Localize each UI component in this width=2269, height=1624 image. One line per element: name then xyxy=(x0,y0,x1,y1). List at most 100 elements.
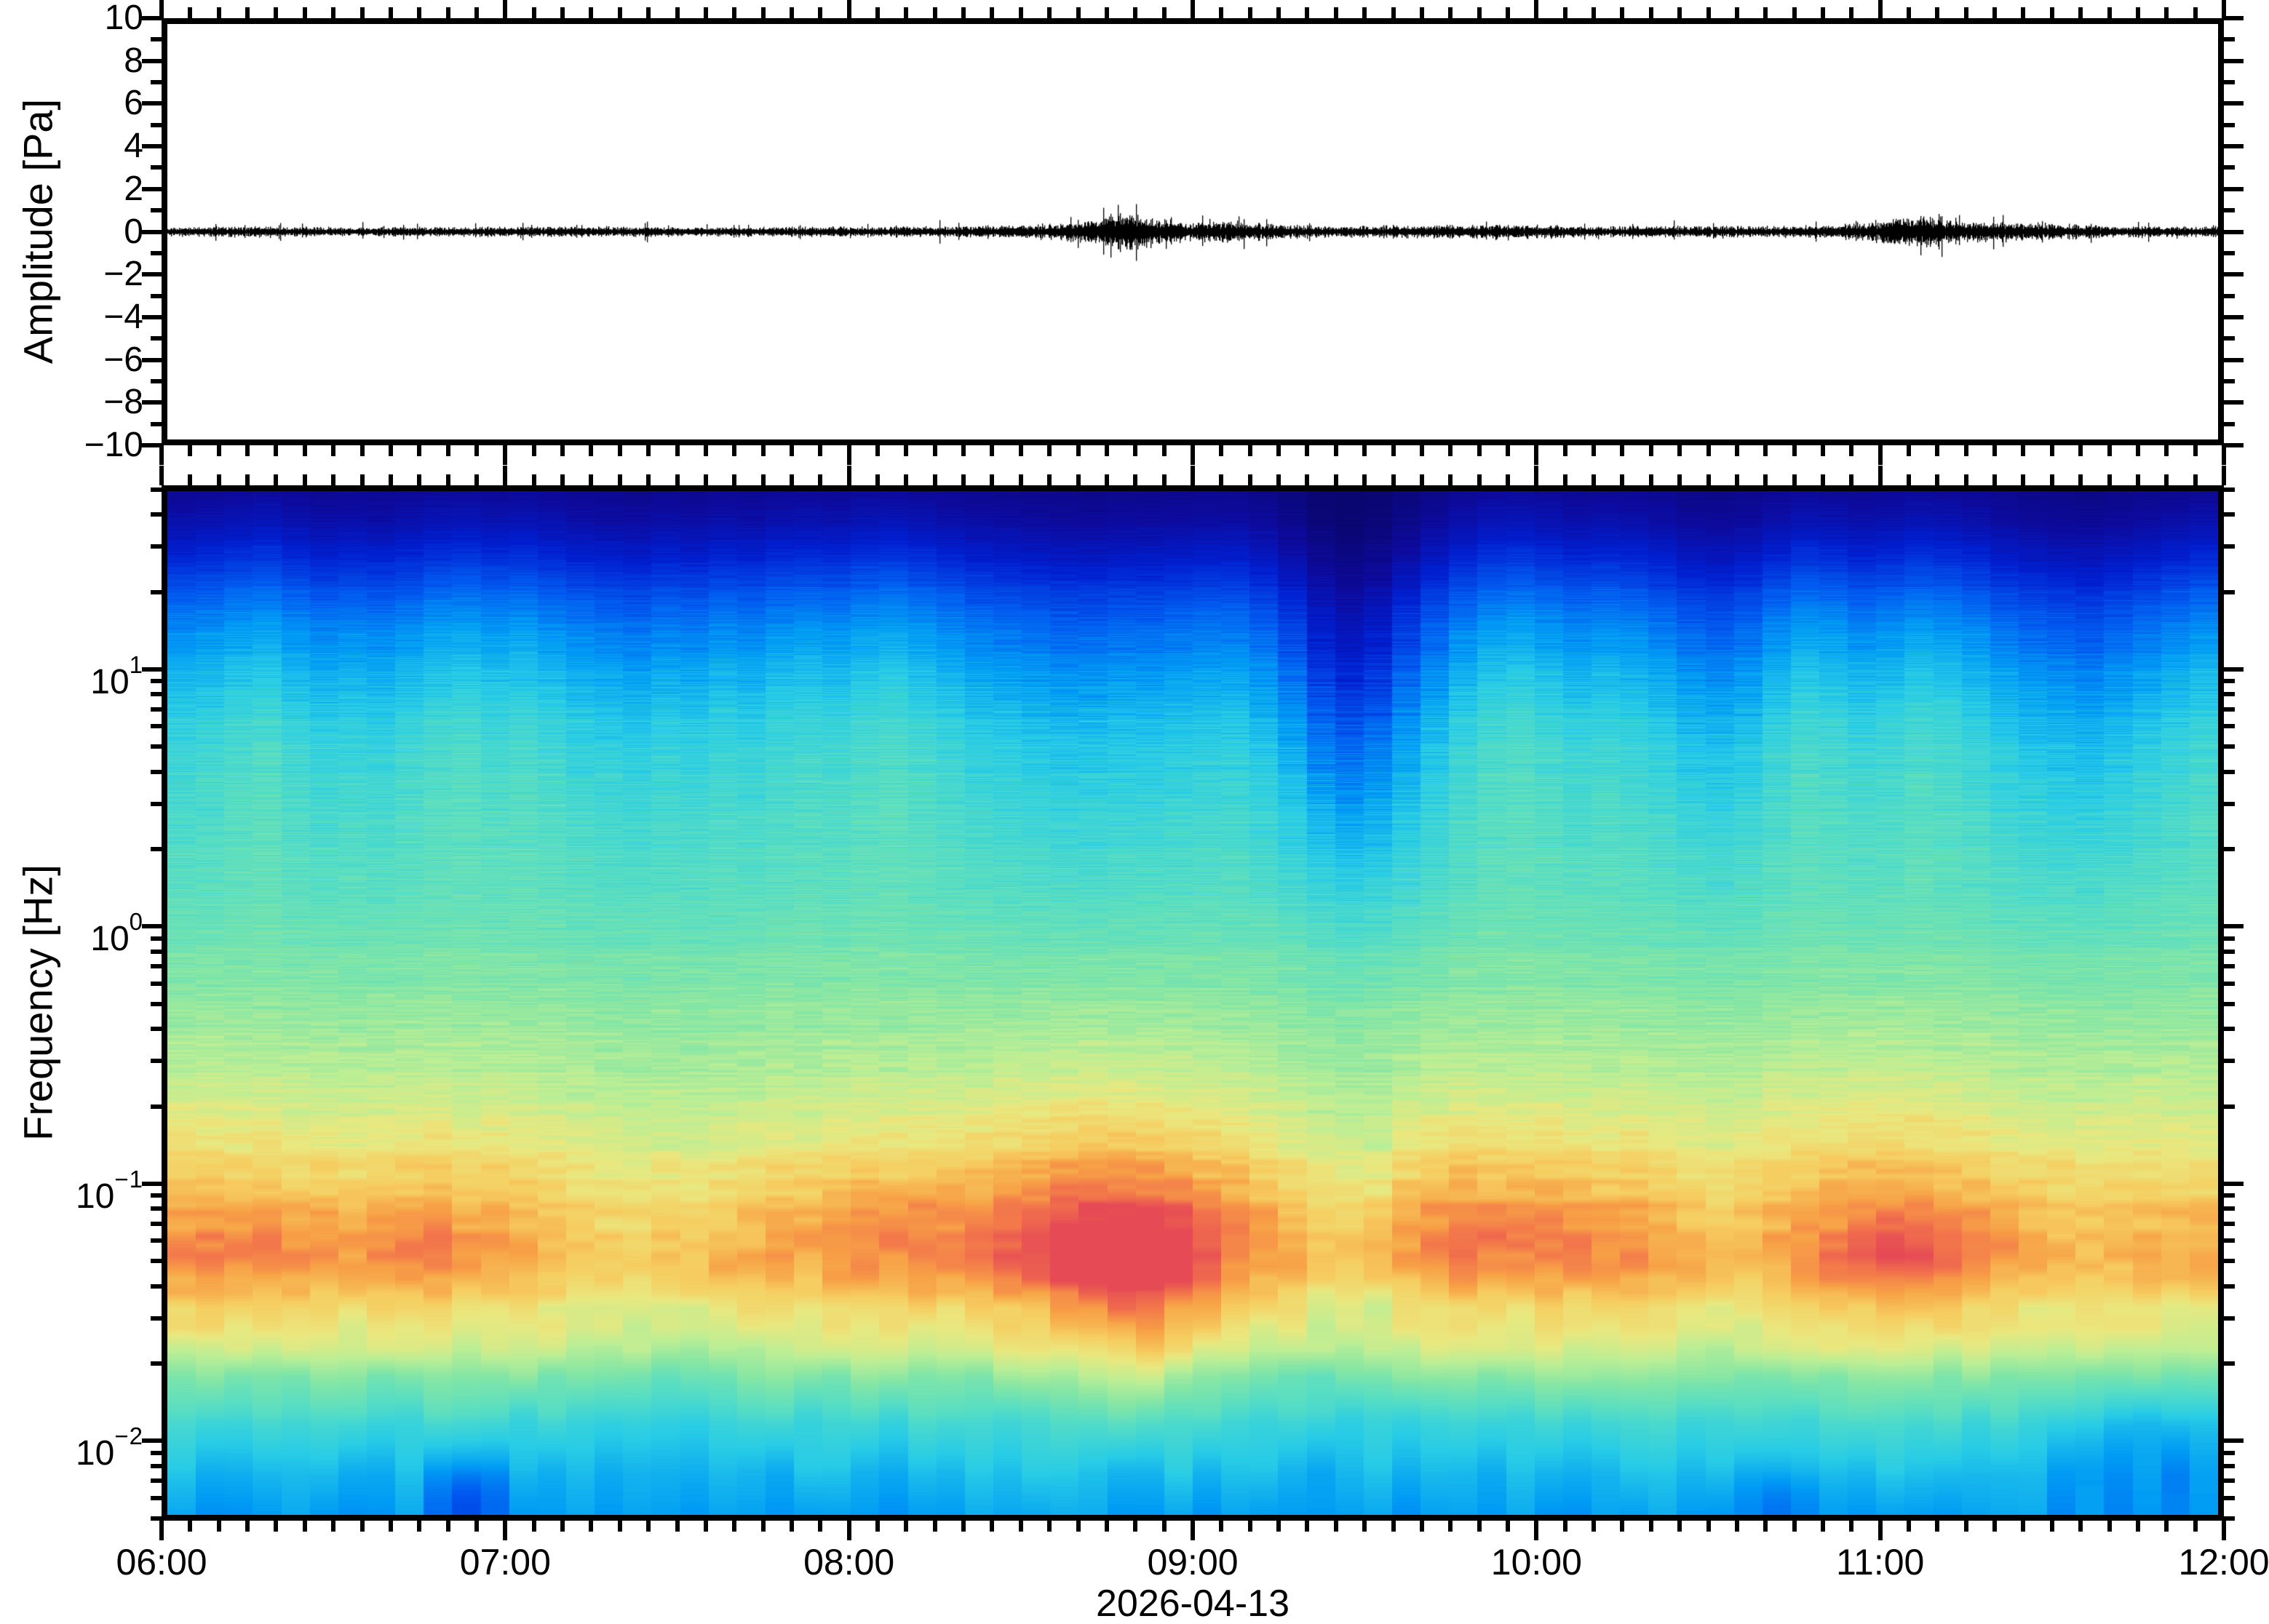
hour-tick-label: 12:00 xyxy=(2178,1542,2269,1583)
axis-tick xyxy=(789,1521,794,1532)
axis-tick xyxy=(151,1238,162,1243)
axis-tick xyxy=(142,314,162,319)
axis-tick xyxy=(151,1315,162,1321)
axis-tick xyxy=(1734,445,1739,456)
axis-tick xyxy=(142,16,162,20)
axis-tick xyxy=(151,1516,162,1521)
axis-tick xyxy=(760,474,766,485)
axis-tick xyxy=(1191,445,1195,465)
axis-tick xyxy=(1247,445,1252,456)
amplitude-tick-label: 4 xyxy=(124,127,143,166)
axis-tick xyxy=(1534,445,1539,465)
axis-tick xyxy=(2164,7,2169,18)
axis-tick xyxy=(1877,466,1883,485)
axis-tick xyxy=(2193,445,2198,456)
axis-tick xyxy=(846,445,851,465)
axis-tick xyxy=(1592,474,1597,485)
axis-tick xyxy=(159,0,164,18)
axis-tick xyxy=(1133,7,1138,18)
axis-tick xyxy=(904,1521,909,1532)
axis-tick xyxy=(818,474,823,485)
axis-tick xyxy=(1419,474,1424,485)
axis-tick xyxy=(846,1521,851,1540)
axis-tick xyxy=(732,7,737,18)
axis-tick xyxy=(2224,706,2235,712)
axis-tick xyxy=(151,1193,162,1198)
axis-tick xyxy=(331,7,336,18)
axis-tick xyxy=(1419,1521,1424,1532)
axis-tick xyxy=(1076,1521,1081,1532)
axis-tick xyxy=(1076,474,1081,485)
axis-tick xyxy=(151,487,162,492)
axis-tick xyxy=(2224,924,2244,929)
axis-tick xyxy=(445,7,450,18)
axis-tick xyxy=(151,936,162,941)
axis-tick xyxy=(1333,1521,1338,1532)
axis-tick xyxy=(151,724,162,729)
axis-tick xyxy=(151,1259,162,1264)
axis-tick xyxy=(961,474,966,485)
axis-tick xyxy=(875,1521,881,1532)
axis-tick xyxy=(245,1521,250,1532)
axis-tick xyxy=(1448,7,1453,18)
axis-tick xyxy=(2078,1521,2083,1532)
axis-tick xyxy=(2222,0,2226,18)
axis-tick xyxy=(2222,445,2226,465)
axis-tick xyxy=(388,445,393,456)
axis-tick xyxy=(1391,7,1396,18)
axis-tick xyxy=(1362,1521,1367,1532)
axis-tick xyxy=(302,7,307,18)
axis-tick xyxy=(151,1478,162,1484)
axis-tick xyxy=(2193,1521,2198,1532)
axis-tick xyxy=(1047,445,1052,456)
axis-tick xyxy=(2078,445,2083,456)
axis-tick xyxy=(1219,7,1224,18)
axis-tick xyxy=(1820,474,1825,485)
axis-tick xyxy=(1592,7,1597,18)
axis-tick xyxy=(1247,1521,1252,1532)
axis-tick xyxy=(932,1521,937,1532)
axis-tick xyxy=(1161,474,1167,485)
axis-tick xyxy=(302,474,307,485)
axis-tick xyxy=(417,474,422,485)
axis-tick xyxy=(151,421,162,426)
axis-tick xyxy=(2021,474,2026,485)
axis-tick xyxy=(151,250,162,255)
axis-tick xyxy=(1792,1521,1797,1532)
axis-tick xyxy=(1191,1521,1195,1540)
axis-tick xyxy=(1820,1521,1825,1532)
axis-tick xyxy=(2224,847,2235,852)
axis-tick xyxy=(2224,1001,2235,1006)
axis-tick xyxy=(1333,474,1338,485)
axis-tick xyxy=(388,1521,393,1532)
axis-tick xyxy=(388,7,393,18)
axis-tick xyxy=(875,445,881,456)
axis-tick xyxy=(2224,1221,2235,1226)
axis-tick xyxy=(1305,1521,1310,1532)
date-label: 2026-04-13 xyxy=(1096,1583,1290,1624)
axis-tick xyxy=(503,466,508,485)
axis-tick xyxy=(151,1206,162,1211)
axis-tick xyxy=(1763,445,1768,456)
axis-tick xyxy=(1133,1521,1138,1532)
axis-tick xyxy=(142,400,162,405)
axis-tick xyxy=(417,445,422,456)
axis-tick xyxy=(151,1059,162,1064)
axis-tick xyxy=(159,466,164,485)
axis-tick xyxy=(2164,445,2169,456)
frequency-tick-label: 10−2 xyxy=(75,1422,143,1473)
axis-tick xyxy=(1877,0,1883,18)
axis-tick xyxy=(2224,1516,2235,1521)
axis-tick xyxy=(1018,445,1023,456)
axis-tick xyxy=(1562,1521,1567,1532)
axis-tick xyxy=(151,1027,162,1032)
axis-tick xyxy=(760,445,766,456)
axis-tick xyxy=(1362,445,1367,456)
axis-tick xyxy=(417,7,422,18)
axis-tick xyxy=(2224,1438,2244,1444)
axis-tick xyxy=(359,1521,365,1532)
axis-tick xyxy=(2224,208,2235,213)
axis-tick xyxy=(1963,1521,1968,1532)
axis-tick xyxy=(151,544,162,549)
axis-tick xyxy=(302,1521,307,1532)
